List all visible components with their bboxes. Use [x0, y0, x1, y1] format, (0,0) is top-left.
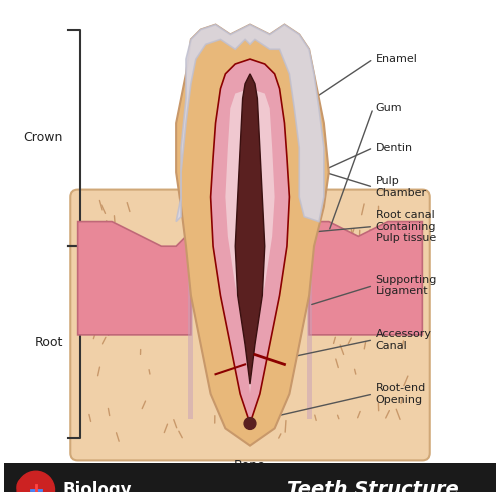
Bar	[4, 463, 496, 500]
Polygon shape	[210, 59, 290, 424]
Text: Pulp
Chamber: Pulp Chamber	[376, 176, 426, 198]
Polygon shape	[235, 74, 265, 384]
FancyBboxPatch shape	[70, 190, 430, 460]
Circle shape	[244, 418, 256, 430]
Text: Teeth Structure: Teeth Structure	[287, 480, 459, 500]
Polygon shape	[226, 88, 274, 394]
Text: Bone: Bone	[234, 459, 266, 472]
Text: Supporting
Ligament: Supporting Ligament	[376, 275, 437, 296]
Text: Enamel: Enamel	[376, 54, 418, 64]
Text: Dentin: Dentin	[376, 142, 412, 152]
Text: Root-end
Opening: Root-end Opening	[376, 383, 426, 404]
Polygon shape	[176, 24, 329, 446]
Text: Root: Root	[34, 336, 63, 348]
Polygon shape	[309, 222, 422, 335]
Polygon shape	[188, 236, 194, 418]
Polygon shape	[78, 222, 191, 335]
Polygon shape	[176, 24, 324, 222]
Polygon shape	[306, 236, 312, 418]
Text: Biology: Biology	[63, 481, 132, 499]
Circle shape	[17, 472, 54, 500]
Text: Crown: Crown	[24, 132, 63, 144]
Text: Accessory
Canal: Accessory Canal	[376, 329, 432, 350]
Text: Gum: Gum	[376, 104, 402, 114]
Text: Root canal
Containing
Pulp tissue: Root canal Containing Pulp tissue	[376, 210, 436, 243]
Circle shape	[17, 478, 35, 496]
